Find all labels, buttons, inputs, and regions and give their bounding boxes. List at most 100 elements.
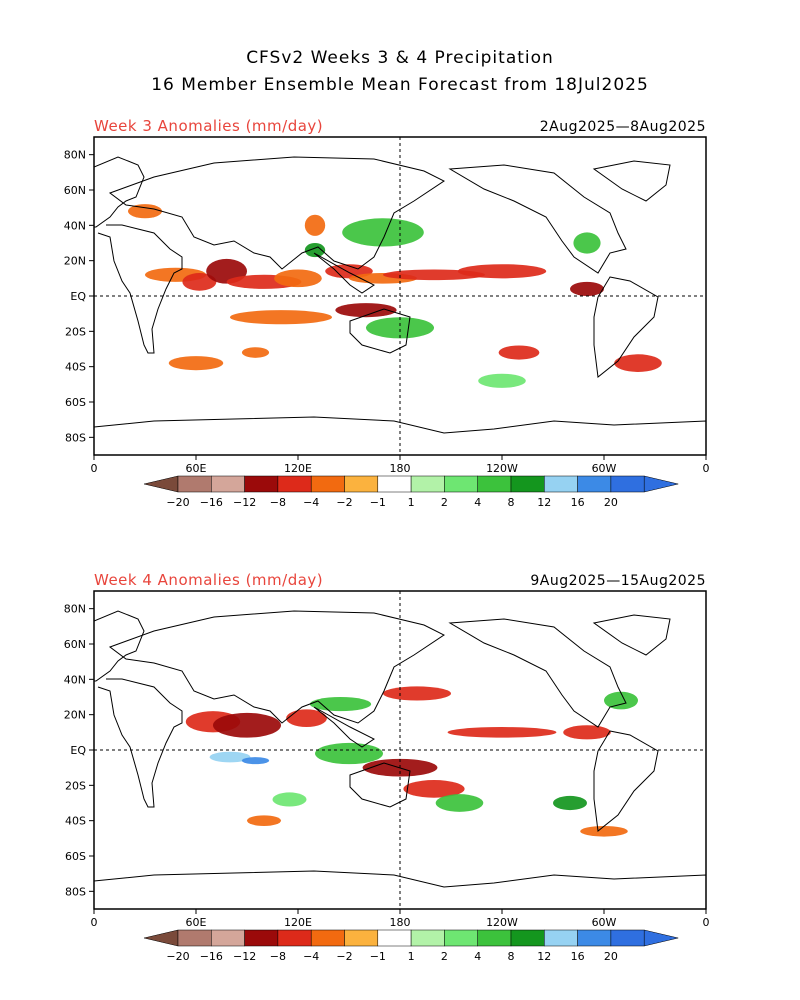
colorbar-box (577, 929, 612, 947)
anomaly-blob (128, 204, 162, 219)
colorbar-label: 16 (571, 496, 585, 509)
colorbar-label: −8 (270, 950, 286, 963)
colorbar-label: 1 (408, 496, 415, 509)
colorbar-label: −4 (303, 496, 319, 509)
colorbar-box (410, 475, 445, 493)
colorbar-box (277, 475, 312, 493)
map-panel-week4: 80N 60N 40N 20N EQ 20S 40S 60S 80S 0 60E 120E 180 120… (64, 590, 710, 929)
colorbar-low-arrow (143, 475, 179, 493)
lon-label: 0 (91, 916, 98, 929)
colorbar-box (477, 929, 512, 947)
colorbar-label: 8 (508, 950, 515, 963)
colorbar-box (610, 475, 645, 493)
colorbar-label: −12 (233, 950, 256, 963)
lat-label: 60S (65, 850, 86, 863)
colorbar-label: −1 (370, 950, 386, 963)
week3-date-range: 2Aug2025—8Aug2025 (539, 119, 706, 135)
anomaly-blob (230, 310, 332, 325)
anomaly-blob (403, 780, 465, 798)
colorbar-label: 4 (474, 496, 481, 509)
colorbar-label: −16 (200, 496, 223, 509)
lon-label: 0 (91, 462, 98, 475)
colorbar-label: −20 (166, 950, 189, 963)
colorbar-box (544, 929, 578, 947)
lat-label: 40S (65, 361, 86, 374)
colorbar-label: −20 (166, 496, 189, 509)
lon-label: 60E (186, 916, 207, 929)
anomaly-blob (304, 214, 326, 236)
lon-label: 120W (486, 462, 518, 475)
anomaly-blob (553, 795, 587, 811)
colorbar-label: 20 (604, 496, 618, 509)
colorbar-label: −16 (200, 950, 223, 963)
lat-label: 60S (65, 396, 86, 409)
colorbar-box (244, 475, 279, 493)
colorbar-label: −1 (370, 496, 386, 509)
colorbar-box (477, 475, 512, 493)
anomaly-blob (213, 712, 281, 738)
colorbar-label: 8 (508, 496, 515, 509)
anomaly-blob (447, 727, 557, 738)
anomaly-blob (478, 373, 526, 388)
colorbar-box (177, 929, 212, 947)
colorbar-box (377, 475, 412, 493)
colorbar-box (277, 929, 312, 947)
colorbar-box (610, 929, 645, 947)
colorbar-label: 16 (571, 950, 585, 963)
colorbar-box (211, 475, 245, 493)
anomaly-blob (580, 825, 628, 837)
lon-label: 120W (486, 916, 518, 929)
anomaly-blob (498, 345, 540, 360)
map-panel-week3: 80N 60N 40N 20N EQ 20S 40S 60S 80S 0 60E 120E 180 120… (64, 136, 710, 475)
lat-label: EQ (70, 290, 86, 303)
anomaly-blob (247, 815, 281, 826)
colorbar-high-arrow (643, 475, 679, 493)
colorbar-box (244, 929, 279, 947)
colorbar-box (211, 929, 245, 947)
lon-label: 0 (703, 462, 710, 475)
lon-label: 180 (390, 916, 411, 929)
anomaly-blob (168, 356, 224, 371)
anomaly-blob (573, 232, 601, 254)
colorbar-label: 12 (537, 950, 551, 963)
colorbar-box (510, 475, 545, 493)
week3-panel-label: Week 3 Anomalies (mm/day) (94, 117, 324, 135)
lon-label: 120E (284, 916, 312, 929)
colorbar-week3: −20 −16 −12 −8 −4 −2 −1 1 2 4 8 12 16 20 (143, 475, 679, 509)
lon-label: 120E (284, 462, 312, 475)
lat-label: EQ (70, 744, 86, 757)
colorbar-box (344, 475, 379, 493)
anomaly-blob (309, 697, 372, 712)
colorbar-label: 2 (441, 496, 448, 509)
colorbar-label: −2 (336, 950, 352, 963)
colorbar-label: 4 (474, 950, 481, 963)
colorbar-box (510, 929, 545, 947)
anomaly-blob (241, 347, 270, 358)
colorbar-box (377, 929, 412, 947)
anomaly-blob (366, 317, 434, 339)
anomaly-blob (182, 273, 217, 291)
anomaly-blob (335, 303, 397, 318)
colorbar-box (444, 475, 478, 493)
colorbar-box (310, 929, 345, 947)
lat-label: 80N (64, 149, 86, 162)
anomaly-blob (614, 354, 662, 372)
lon-label: 0 (703, 916, 710, 929)
anomaly-blob (286, 709, 327, 728)
anomaly-blob (274, 269, 322, 288)
colorbar-label: 20 (604, 950, 618, 963)
figure-title-line2: 16 Member Ensemble Mean Forecast from 18… (151, 75, 649, 95)
anomaly-blob (604, 691, 638, 710)
colorbar-box (577, 475, 612, 493)
anomaly-blob (435, 794, 484, 812)
week4-panel-label: Week 4 Anomalies (mm/day) (94, 571, 324, 589)
anomaly-blob (304, 243, 326, 258)
figure-title-line1: CFSv2 Weeks 3 & 4 Precipitation (246, 48, 554, 68)
lat-label: 40N (64, 673, 86, 686)
colorbar-box (444, 929, 478, 947)
lat-label: 80S (65, 885, 86, 898)
colorbar-box (410, 929, 445, 947)
lat-label: 40S (65, 815, 86, 828)
anomaly-blob (383, 686, 451, 701)
